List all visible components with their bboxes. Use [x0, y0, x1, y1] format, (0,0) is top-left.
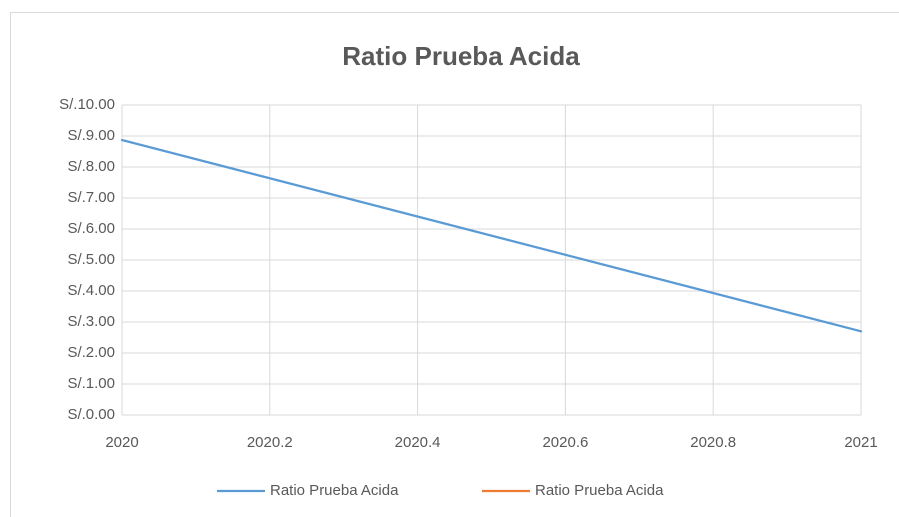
x-tick-label: 2020.4	[395, 434, 441, 451]
y-tick-label: S/.7.00	[67, 189, 115, 206]
series-line	[120, 138, 863, 333]
legend-label: Ratio Prueba Acida	[535, 482, 664, 499]
x-tick-label: 2020.8	[690, 434, 736, 451]
y-tick-label: S/.0.00	[67, 406, 115, 423]
y-tick-label: S/.2.00	[67, 344, 115, 361]
x-tick-label: 2020.2	[247, 434, 293, 451]
y-tick-label: S/.3.00	[67, 313, 115, 330]
y-tick-label: S/.10.00	[59, 96, 115, 113]
legend-label: Ratio Prueba Acida	[270, 482, 399, 499]
x-tick-label: 2020.6	[542, 434, 588, 451]
y-tick-label: S/.8.00	[67, 158, 115, 175]
y-tick-label: S/.6.00	[67, 220, 115, 237]
x-tick-label: 2021	[844, 434, 877, 451]
chart-title: Ratio Prueba Acida	[342, 41, 580, 71]
y-tick-label: S/.9.00	[67, 127, 115, 144]
y-tick-label: S/.1.00	[67, 375, 115, 392]
x-tick-label: 2020	[105, 434, 138, 451]
y-tick-label: S/.4.00	[67, 282, 115, 299]
y-tick-label: S/.5.00	[67, 251, 115, 268]
chart-border	[10, 12, 899, 517]
